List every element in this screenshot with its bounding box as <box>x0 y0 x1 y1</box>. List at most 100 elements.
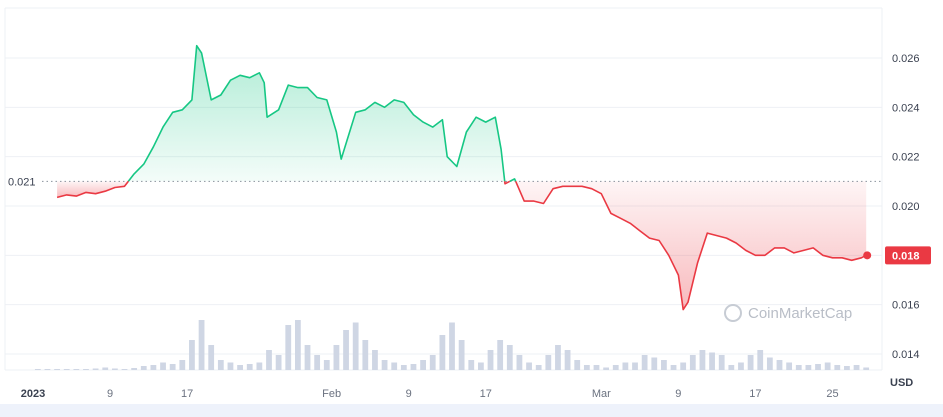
y-tick-label: 0.026 <box>892 53 920 65</box>
volume-bar <box>863 367 870 370</box>
volume-bar <box>641 355 648 370</box>
y-tick-label: 0.022 <box>892 152 920 164</box>
volume-bar <box>574 360 581 370</box>
volume-bar <box>44 369 51 370</box>
volume-bar <box>718 355 725 370</box>
volume-bar <box>237 365 243 370</box>
volume-bar <box>786 362 793 370</box>
y-tick-label: 0.016 <box>892 300 920 312</box>
x-axis: 2023 9 17 Feb 9 17 Mar 9 17 25 <box>21 388 839 400</box>
volume-bar <box>343 330 349 370</box>
volume-bar <box>140 366 147 370</box>
price-line <box>56 44 867 311</box>
volume-bar <box>478 362 484 370</box>
volume-bar <box>487 350 494 370</box>
volume-bar <box>333 345 340 370</box>
volume-bar <box>63 369 70 370</box>
volume-bar <box>680 362 687 370</box>
volume-bar <box>458 340 465 370</box>
volume-bar <box>285 325 292 370</box>
volume-bar <box>439 335 446 370</box>
x-tick-label: 9 <box>107 388 113 400</box>
volume-bar <box>400 365 407 370</box>
volume-bar <box>728 365 735 370</box>
volume-bar <box>661 360 667 370</box>
x-tick-label: 17 <box>181 388 193 400</box>
y-axis: 0.026 0.024 0.022 0.020 0.018 0.016 0.014 <box>892 53 920 361</box>
volume-bar <box>545 355 552 370</box>
volume-bar <box>410 364 417 370</box>
volume-bar <box>834 365 841 370</box>
price-area-down <box>57 181 129 198</box>
price-area-down <box>515 181 867 310</box>
volume-bar <box>564 350 571 370</box>
volume-bar <box>54 369 60 370</box>
volume-bars <box>34 320 870 370</box>
volume-bar <box>429 355 436 370</box>
volume-bar <box>795 365 802 370</box>
volume-bar <box>352 322 359 370</box>
volume-bar <box>535 365 542 370</box>
price-line-down <box>503 180 511 185</box>
x-tick-label: Mar <box>592 388 611 400</box>
volume-bar <box>699 350 706 370</box>
y-tick-label: 0.024 <box>892 102 920 114</box>
watermark-text: CoinMarketCap <box>748 305 852 322</box>
volume-bar <box>266 350 272 370</box>
bottom-strip <box>0 404 943 417</box>
volume-bar <box>670 365 677 370</box>
price-area-up <box>128 45 505 182</box>
volume-bar <box>179 360 186 370</box>
currency-unit: USD <box>890 377 913 389</box>
volume-bar <box>73 369 80 370</box>
volume-bar <box>111 368 118 370</box>
volume-bar <box>824 362 831 370</box>
last-price-dot <box>863 251 872 260</box>
volume-bar <box>121 369 128 370</box>
volume-bar <box>747 355 754 370</box>
volume-bar <box>815 364 821 370</box>
volume-bar <box>160 362 166 370</box>
volume-bar <box>593 365 600 370</box>
volume-bar <box>506 345 513 370</box>
volume-bar <box>372 350 378 370</box>
volume-bar <box>169 364 176 370</box>
volume-bar <box>612 365 619 370</box>
volume-bar <box>776 360 783 370</box>
price-line-down <box>56 180 130 199</box>
volume-bar <box>275 355 282 370</box>
volume-bar <box>294 320 301 370</box>
volume-bar <box>603 367 610 370</box>
volume-bar <box>449 322 455 370</box>
volume-bar <box>381 360 388 370</box>
volume-bar <box>314 355 321 370</box>
price-line-down <box>514 180 867 311</box>
x-tick-label: 25 <box>826 388 838 400</box>
volume-bar <box>738 362 744 370</box>
volume-bar <box>853 365 860 370</box>
volume-bar <box>150 365 157 370</box>
x-tick-label: 17 <box>749 388 761 400</box>
volume-bar <box>709 352 715 370</box>
price-line-up <box>127 44 506 182</box>
volume-bar <box>805 365 812 370</box>
volume-bar <box>766 357 773 370</box>
volume-bar <box>516 355 523 370</box>
volume-bar <box>304 345 311 370</box>
volume-bar <box>323 360 330 370</box>
volume-bar <box>131 368 138 370</box>
volume-bar <box>622 362 629 370</box>
volume-bar <box>689 355 696 370</box>
coinmarketcap-logo-icon <box>724 304 742 322</box>
volume-bar <box>757 350 764 370</box>
volume-bar <box>497 340 504 370</box>
last-price-badge-bg <box>885 246 931 265</box>
volume-bar <box>246 364 253 370</box>
y-tick-label: 0.014 <box>892 349 920 361</box>
x-tick-label: 2023 <box>21 388 45 400</box>
reference-label: 0.021 <box>8 176 36 188</box>
price-line-up <box>509 178 517 183</box>
volume-bar <box>102 367 109 370</box>
volume-bar <box>468 360 475 370</box>
volume-bar <box>420 360 426 370</box>
